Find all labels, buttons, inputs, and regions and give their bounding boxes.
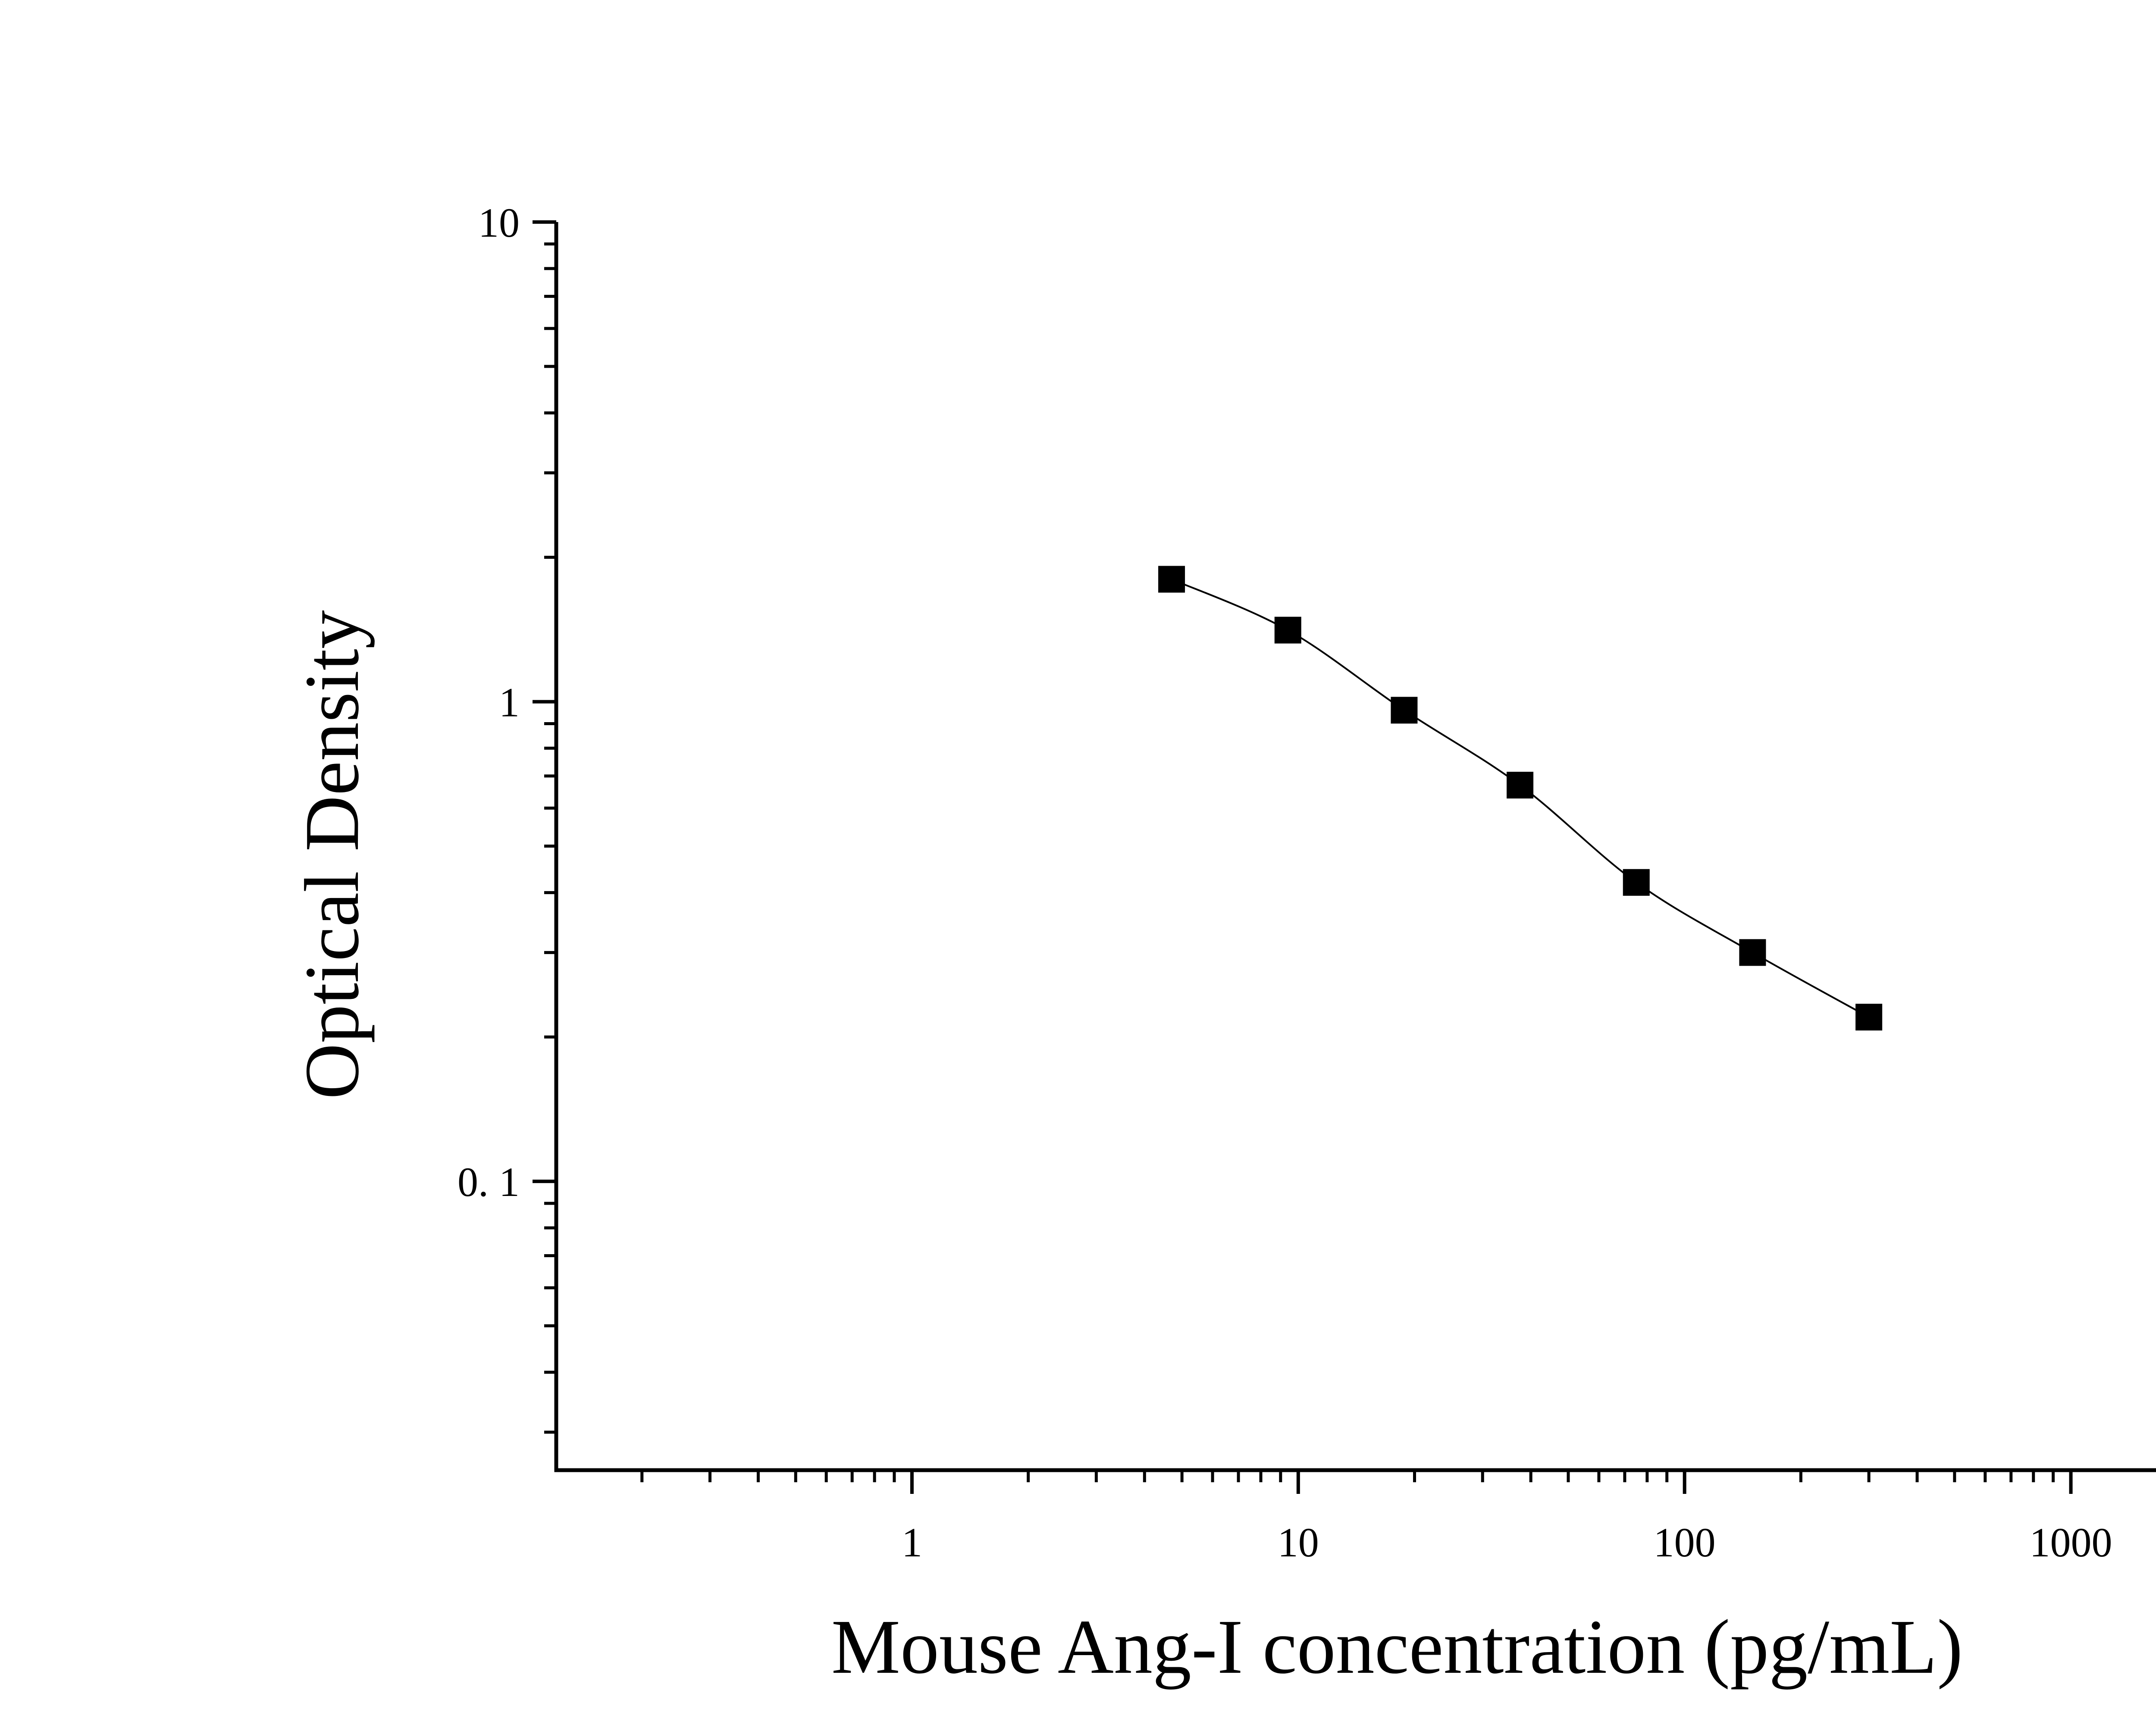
data-point [1507, 772, 1534, 799]
data-point [1158, 566, 1185, 593]
data-point [1739, 939, 1766, 966]
y-minor-ticks [544, 242, 556, 1434]
data-point [1391, 697, 1418, 724]
y-tick-labels: 0. 1 1 10 [458, 200, 520, 1205]
x-minor-ticks [640, 1470, 2055, 1482]
data-point [1623, 869, 1650, 896]
x-tick-label: 1000 [2030, 1519, 2112, 1565]
x-tick-label: 10 [1278, 1519, 1319, 1565]
y-axis-title: Optical Density [289, 610, 375, 1099]
y-tick-label: 10 [478, 200, 520, 246]
y-major-ticks [533, 220, 556, 1183]
x-major-ticks [910, 1470, 2073, 1494]
data-point [1274, 617, 1301, 644]
data-points [1158, 566, 1883, 1031]
y-tick-label: 0. 1 [458, 1159, 520, 1205]
y-tick-label: 1 [499, 679, 520, 726]
x-tick-label: 100 [1654, 1519, 1716, 1565]
x-tick-label: 1 [902, 1519, 922, 1565]
data-point [1855, 1004, 1883, 1031]
x-tick-labels: 1 10 100 1000 [902, 1519, 2112, 1565]
x-axis-title: Mouse Ang-I concentration (pg/mL) [831, 1604, 1963, 1690]
